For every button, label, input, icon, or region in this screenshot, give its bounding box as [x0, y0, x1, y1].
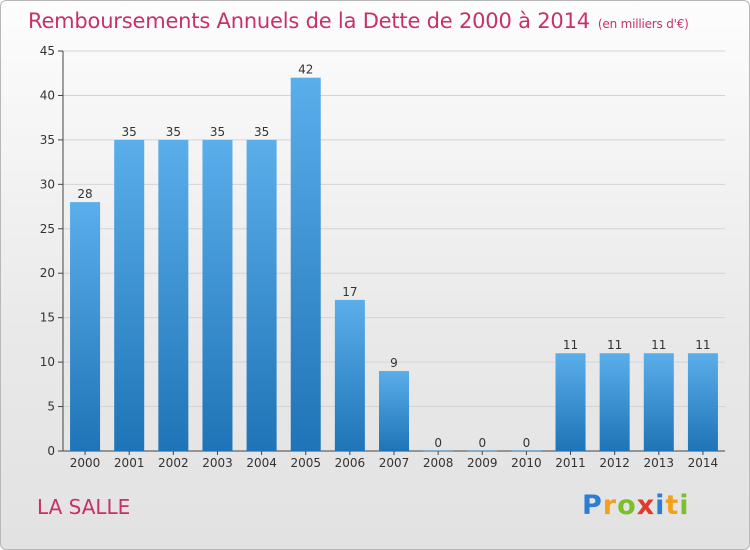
logo-letter: P: [582, 490, 603, 521]
bar: [246, 139, 277, 451]
chart-subtitle: (en milliers d'€): [597, 17, 689, 31]
x-tick-label: 2013: [644, 456, 675, 470]
bars: [70, 77, 718, 452]
data-label: 11: [651, 338, 666, 352]
bar: [202, 139, 233, 451]
data-label: 9: [390, 356, 398, 370]
bar: [599, 353, 630, 451]
y-tick-label: 20: [40, 266, 55, 280]
y-tick-label: 5: [47, 400, 55, 414]
chart-title-text: Remboursements Annuels de la Dette de 20…: [28, 9, 590, 33]
data-label: 11: [607, 338, 622, 352]
data-label: 35: [166, 125, 181, 139]
proxiti-logo[interactable]: Proxiti: [582, 490, 690, 521]
logo-letter: t: [665, 490, 680, 521]
logo-letter: i: [679, 490, 690, 521]
x-tick-label: 2014: [688, 456, 719, 470]
data-label: 35: [254, 125, 269, 139]
labels: 0 5 10 15 20 25 30 35 40 45 2000 28 2001 35 2002 35 2003…: [40, 44, 718, 470]
y-tick-label: 35: [40, 133, 55, 147]
x-tick-label: 2011: [555, 456, 586, 470]
x-tick-label: 2002: [158, 456, 189, 470]
y-tick-label: 40: [40, 88, 55, 102]
y-tick-label: 15: [40, 311, 55, 325]
x-tick-label: 2001: [114, 456, 145, 470]
data-label: 0: [478, 436, 486, 450]
x-tick-label: 2009: [467, 456, 498, 470]
bar: [687, 353, 718, 451]
data-label: 42: [298, 63, 313, 77]
x-tick-label: 2012: [599, 456, 630, 470]
y-tick-label: 25: [40, 222, 55, 236]
x-tick-label: 2006: [335, 456, 366, 470]
bar: [114, 139, 145, 451]
data-label: 28: [77, 187, 92, 201]
data-label: 35: [210, 125, 225, 139]
x-tick-label: 2003: [202, 456, 233, 470]
location-label: LA SALLE: [37, 495, 131, 519]
data-label: 35: [122, 125, 137, 139]
y-tick-label: 0: [47, 444, 55, 458]
data-label: 0: [523, 436, 531, 450]
data-label: 17: [342, 285, 357, 299]
bar: [643, 353, 674, 451]
x-tick-label: 2000: [70, 456, 101, 470]
x-tick-label: 2005: [290, 456, 321, 470]
bar: [555, 353, 586, 451]
x-tick-label: 2008: [423, 456, 454, 470]
bar: [290, 77, 321, 452]
bar: [158, 139, 189, 451]
bar: [378, 371, 410, 451]
logo-letter: r: [602, 490, 618, 521]
y-tick-label: 45: [40, 44, 55, 58]
data-label: 11: [563, 338, 578, 352]
data-label: 11: [695, 338, 710, 352]
x-tick-label: 2007: [379, 456, 410, 470]
x-tick-label: 2010: [511, 456, 542, 470]
bar: [70, 202, 101, 451]
x-tick-label: 2004: [246, 456, 277, 470]
y-tick-label: 10: [40, 355, 55, 369]
chart-title: Remboursements Annuels de la Dette de 20…: [28, 9, 689, 33]
logo-letter: o: [617, 490, 637, 521]
bar: [334, 299, 365, 451]
data-label: 0: [434, 436, 442, 450]
logo-letter: x: [636, 490, 656, 521]
y-tick-label: 30: [40, 177, 55, 191]
logo-letter: i: [655, 490, 666, 521]
